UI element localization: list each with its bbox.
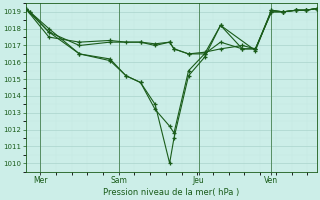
X-axis label: Pression niveau de la mer( hPa ): Pression niveau de la mer( hPa ) xyxy=(103,188,239,197)
